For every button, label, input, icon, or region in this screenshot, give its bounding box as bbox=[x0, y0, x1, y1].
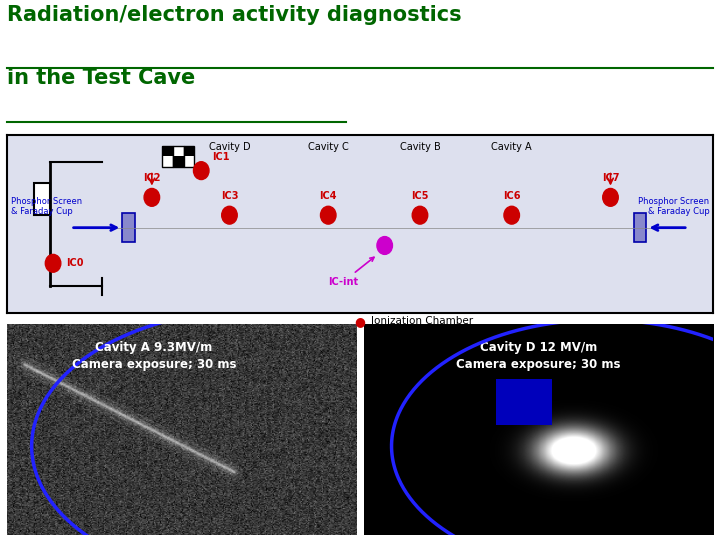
Text: IC3: IC3 bbox=[221, 191, 238, 201]
Text: in the Test Cave: in the Test Cave bbox=[7, 68, 195, 87]
Text: IC7: IC7 bbox=[602, 173, 619, 183]
Text: Cavity D 12 MV/m
Camera exposure; 30 ms: Cavity D 12 MV/m Camera exposure; 30 ms bbox=[456, 341, 621, 371]
Bar bbox=[184, 146, 194, 157]
Ellipse shape bbox=[144, 188, 160, 206]
Text: IC-int: IC-int bbox=[328, 257, 374, 287]
Text: IC1: IC1 bbox=[212, 152, 230, 162]
Bar bbox=[496, 379, 552, 425]
Text: IC4: IC4 bbox=[320, 191, 337, 201]
Bar bbox=[163, 146, 173, 167]
Ellipse shape bbox=[45, 254, 60, 272]
Bar bbox=[122, 213, 135, 242]
Text: Phosphor Screen
& Faraday Cup: Phosphor Screen & Faraday Cup bbox=[11, 197, 82, 216]
Text: IC5: IC5 bbox=[411, 191, 428, 201]
Bar bbox=[173, 146, 184, 167]
Ellipse shape bbox=[194, 161, 209, 179]
Text: Phosphor Screen
& Faraday Cup: Phosphor Screen & Faraday Cup bbox=[638, 197, 709, 216]
Text: Radiation/electron activity diagnostics: Radiation/electron activity diagnostics bbox=[7, 5, 462, 25]
Text: IC0: IC0 bbox=[66, 258, 84, 268]
Bar bbox=[34, 183, 50, 215]
Text: Cavity D: Cavity D bbox=[209, 142, 251, 152]
Text: IC2: IC2 bbox=[143, 173, 161, 183]
Text: ●: ● bbox=[354, 315, 366, 328]
Ellipse shape bbox=[222, 206, 237, 224]
Text: Cavity A 9.3MV/m
Camera exposure; 30 ms: Cavity A 9.3MV/m Camera exposure; 30 ms bbox=[71, 341, 236, 371]
Bar bbox=[184, 146, 194, 167]
Bar bbox=[173, 157, 184, 167]
Ellipse shape bbox=[377, 237, 392, 254]
Ellipse shape bbox=[413, 206, 428, 224]
Ellipse shape bbox=[504, 206, 519, 224]
Text: IC6: IC6 bbox=[503, 191, 521, 201]
Bar bbox=[634, 213, 647, 242]
Text: Cavity A: Cavity A bbox=[491, 142, 532, 152]
Ellipse shape bbox=[320, 206, 336, 224]
Text: Ionization Chamber: Ionization Chamber bbox=[371, 316, 473, 326]
Text: Cavity B: Cavity B bbox=[400, 142, 441, 152]
Text: Cavity C: Cavity C bbox=[308, 142, 348, 152]
Ellipse shape bbox=[603, 188, 618, 206]
Bar bbox=[163, 146, 173, 157]
